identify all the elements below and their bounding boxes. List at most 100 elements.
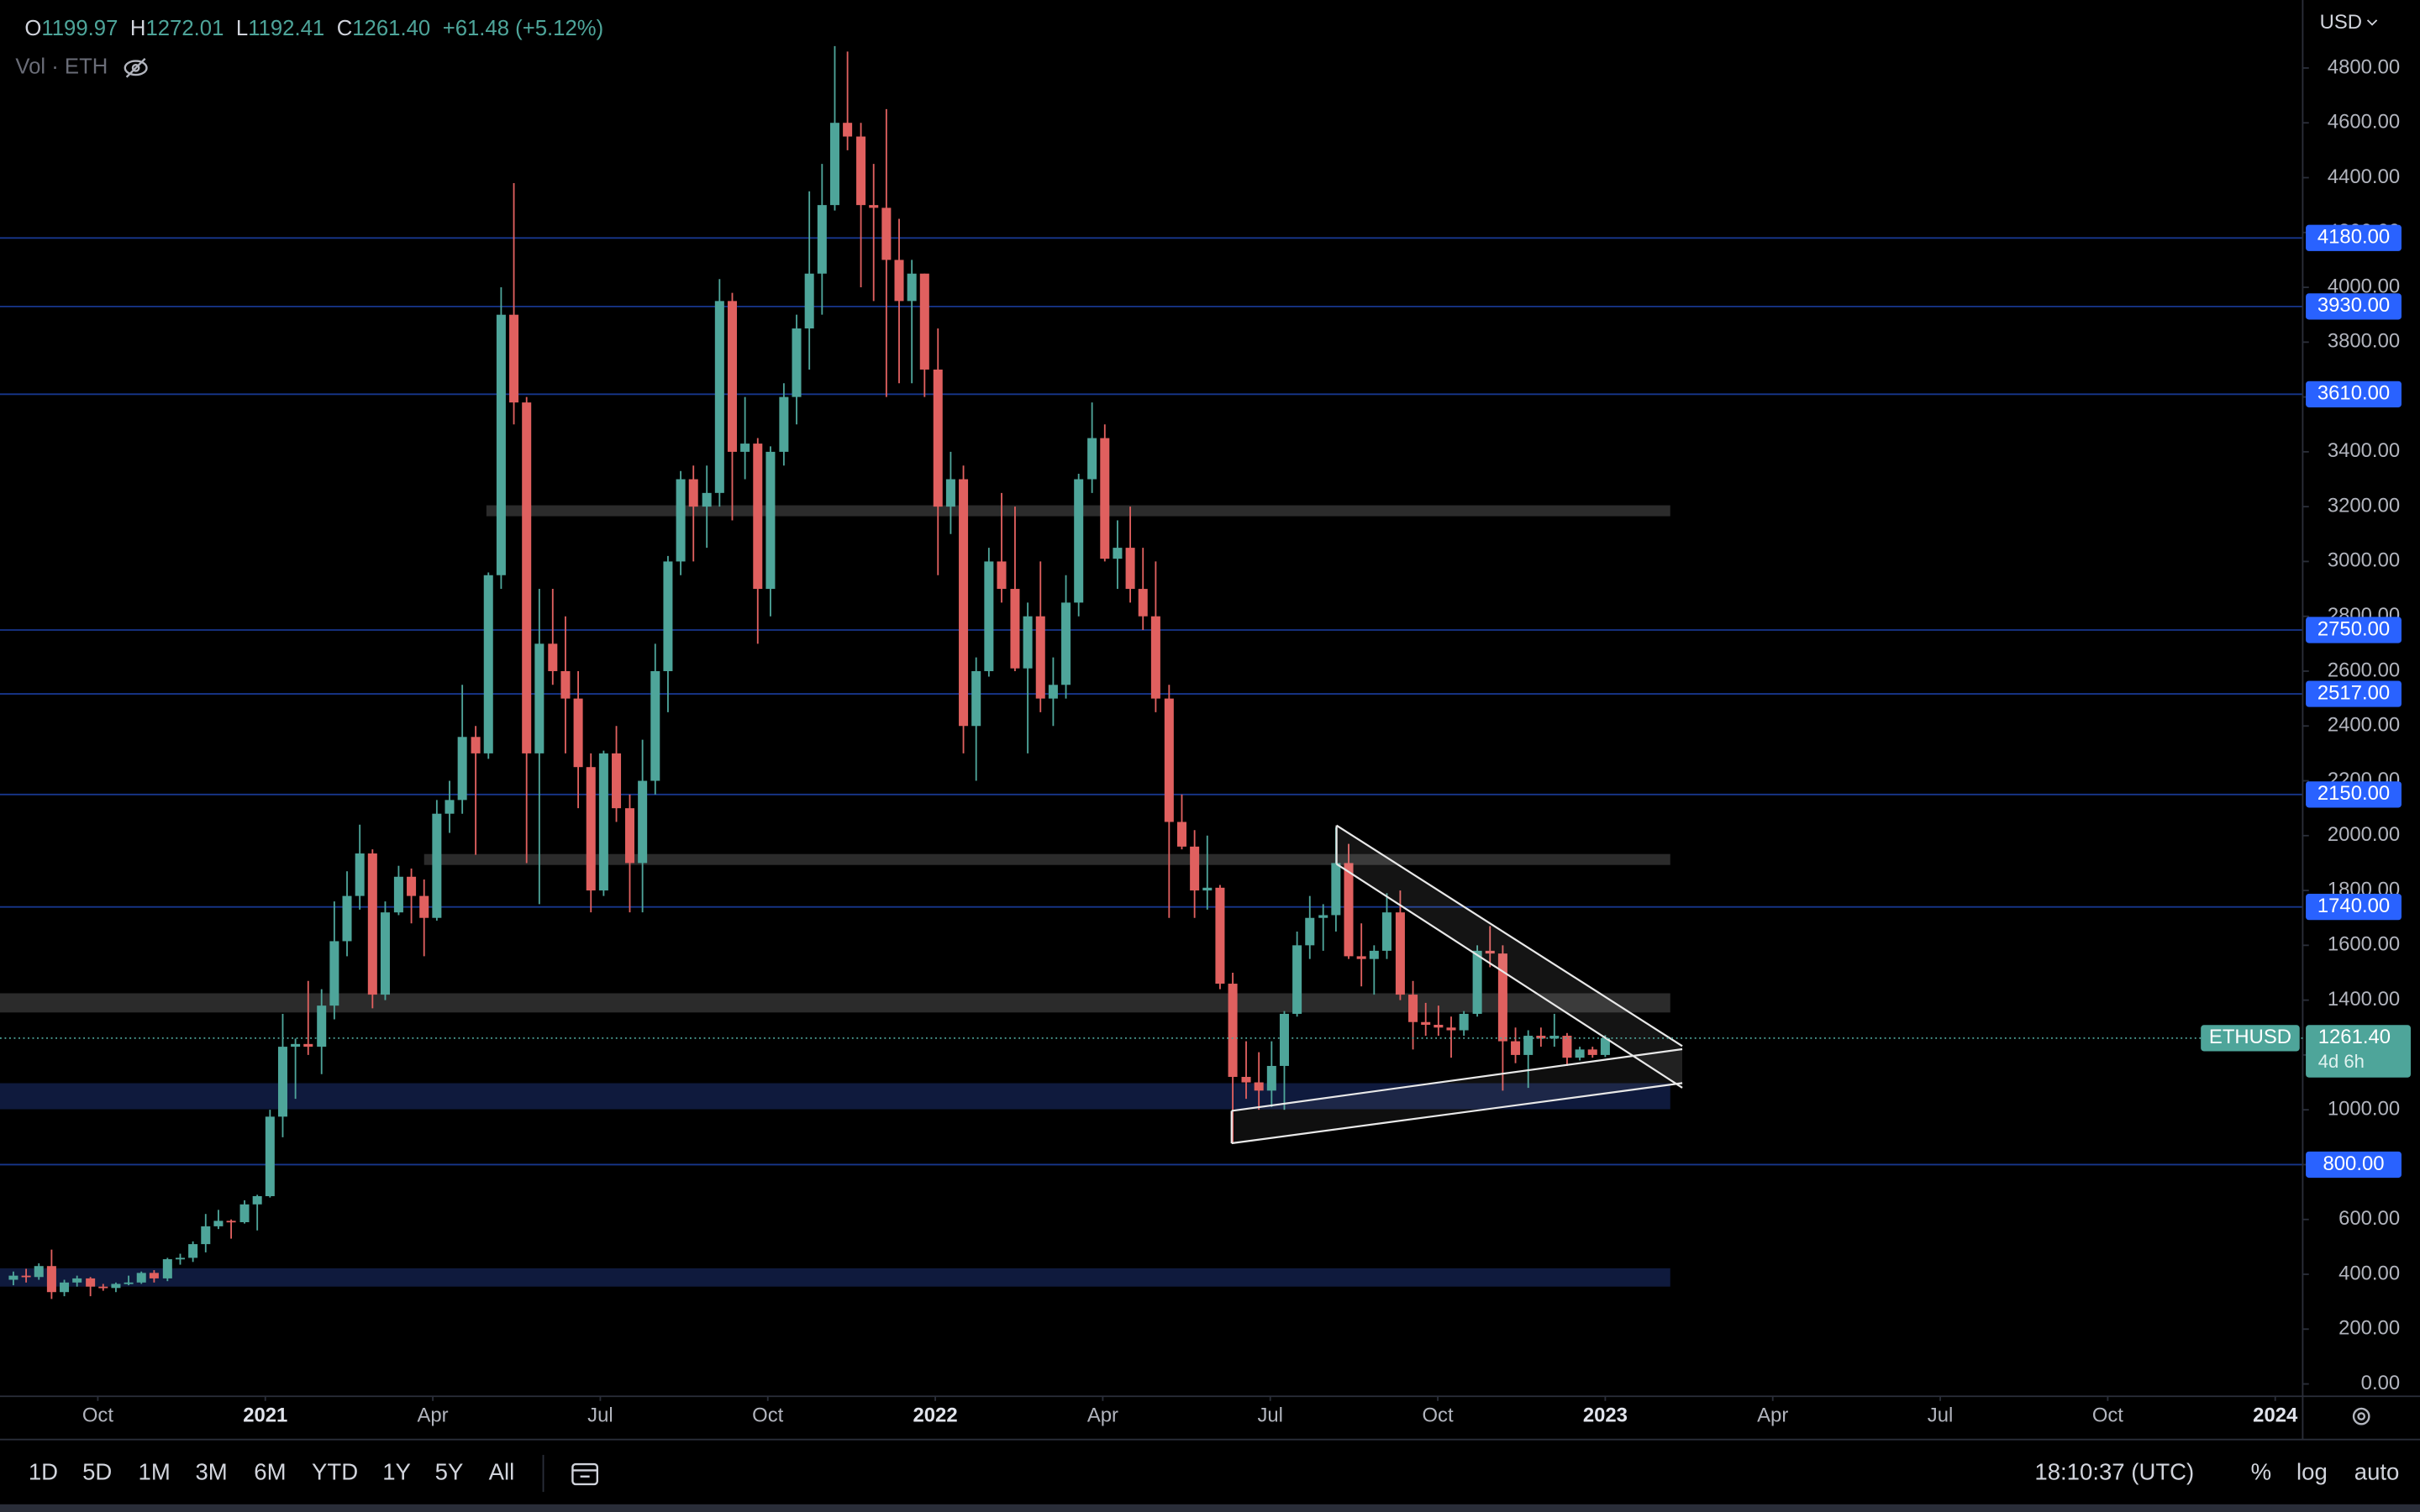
candle-body [86,1278,96,1287]
legend-value: 1261.40 [352,17,430,40]
candle-body [959,479,969,727]
indicator-label[interactable]: Vol · ETH [15,55,108,79]
clock[interactable]: 18:10:37 (UTC) [2034,1458,2194,1484]
currency-selector[interactable]: USD [2320,11,2362,34]
candle-body [1600,1037,1610,1055]
candle-body [355,853,365,896]
candle-body [124,1282,134,1284]
level-label: 3610.00 [2317,382,2390,405]
candle-body [1150,616,1160,699]
timeframe-button[interactable]: All [489,1458,515,1484]
candle-body [1485,950,1495,954]
candle-body [1472,950,1482,1014]
candle-body [1536,1036,1546,1039]
x-tick-label: Apr [418,1404,449,1426]
candle-body [1074,479,1084,603]
y-tick-label: 600.00 [2338,1207,2400,1230]
candle-body [1113,548,1123,559]
legend-value: 1192.41 [248,17,324,40]
legend-change: +61.48 (+5.12%) [443,17,603,40]
candle-body [843,123,853,137]
y-tick-label: 3800.00 [2328,330,2400,353]
x-tick-label: Jul [1928,1404,1954,1426]
settings-icon[interactable] [2352,1407,2370,1425]
candle-body [419,895,429,918]
candle-body [817,205,827,274]
timeframe-button[interactable]: 3M [195,1458,227,1484]
x-tick-label: Oct [1422,1404,1453,1426]
candle-body [367,853,377,995]
scale-button[interactable]: % [2251,1458,2272,1484]
hide-icon[interactable] [124,57,148,78]
y-tick-label: 2400.00 [2328,714,2400,737]
y-tick-label: 1600.00 [2328,933,2400,956]
level-label: 2150.00 [2317,782,2390,805]
candle-body [1575,1049,1585,1058]
timeframe-button[interactable]: 1D [29,1458,58,1484]
timeframe-button[interactable]: 1M [139,1458,171,1484]
timeframe-button[interactable]: 5Y [435,1458,464,1484]
ohlc-legend: O1199.97 H1272.01 L1192.41 C1261.40 +61.… [24,17,603,40]
candle-body [72,1278,82,1283]
scale-button[interactable]: log [2296,1458,2328,1484]
candle-body [663,561,673,671]
candle-body [1138,589,1148,617]
level-label: 800.00 [2323,1152,2385,1175]
candle-body [201,1226,211,1245]
candle-body [149,1273,159,1278]
candle-body [393,876,403,913]
zone [424,853,1670,865]
candle-body [471,737,481,753]
x-tick-label: 2021 [243,1404,287,1426]
candle-body [650,670,660,781]
candle-body [1241,1077,1251,1083]
y-tick-label: 400.00 [2338,1262,2400,1284]
legend-key: H [130,17,146,40]
candle-body [1331,863,1341,916]
candle-body [676,479,686,562]
scale-button[interactable]: auto [2354,1458,2400,1484]
candle-body [1061,602,1071,685]
candle-body [1176,822,1186,847]
candle-body [457,737,467,801]
timeframe-button[interactable]: YTD [312,1458,358,1484]
candle-body [856,136,866,206]
candle-body [432,813,442,918]
candle-body [945,479,955,507]
drawn-line [1336,863,1683,1089]
candle-body [1266,1065,1276,1091]
candle-body [329,941,339,1006]
levels [0,237,2303,1166]
candle-body [483,575,493,753]
y-tick-label: 1000.00 [2328,1097,2400,1120]
x-tick-label: Oct [752,1404,783,1426]
y-tick-label: 1400.00 [2328,988,2400,1011]
candle-body [740,444,750,452]
candle-body [1305,917,1315,946]
triangle-drawing [1230,824,1683,1145]
zone [0,993,1670,1013]
date-range-icon[interactable] [571,1462,599,1486]
candle-body [1010,589,1020,669]
candle-body [1408,995,1418,1022]
candle-body [829,123,839,206]
level-label: 1740.00 [2317,895,2390,917]
drawn-line [1231,1047,1683,1112]
timeframe-button[interactable]: 5D [82,1458,112,1484]
level-label: 2750.00 [2317,617,2390,640]
level-label: 3930.00 [2317,294,2390,317]
y-tick-label: 0.00 [2361,1372,2400,1394]
x-tick-label: 2024 [2253,1404,2298,1426]
timeframe-button[interactable]: 6M [254,1458,286,1484]
x-tick-label: Apr [1087,1404,1118,1426]
candle-body [586,767,596,891]
candle-body [522,402,532,753]
triangle-fill [1336,825,1683,1088]
timeframe-button[interactable]: 1Y [382,1458,411,1484]
candle-body [317,1005,327,1047]
candle-body [1215,887,1225,984]
toolbar: 1D 5D 1M 3M 6M YTD 1Y 5Y All% log auto [29,1458,2400,1484]
level-label: 2517.00 [2317,681,2390,704]
